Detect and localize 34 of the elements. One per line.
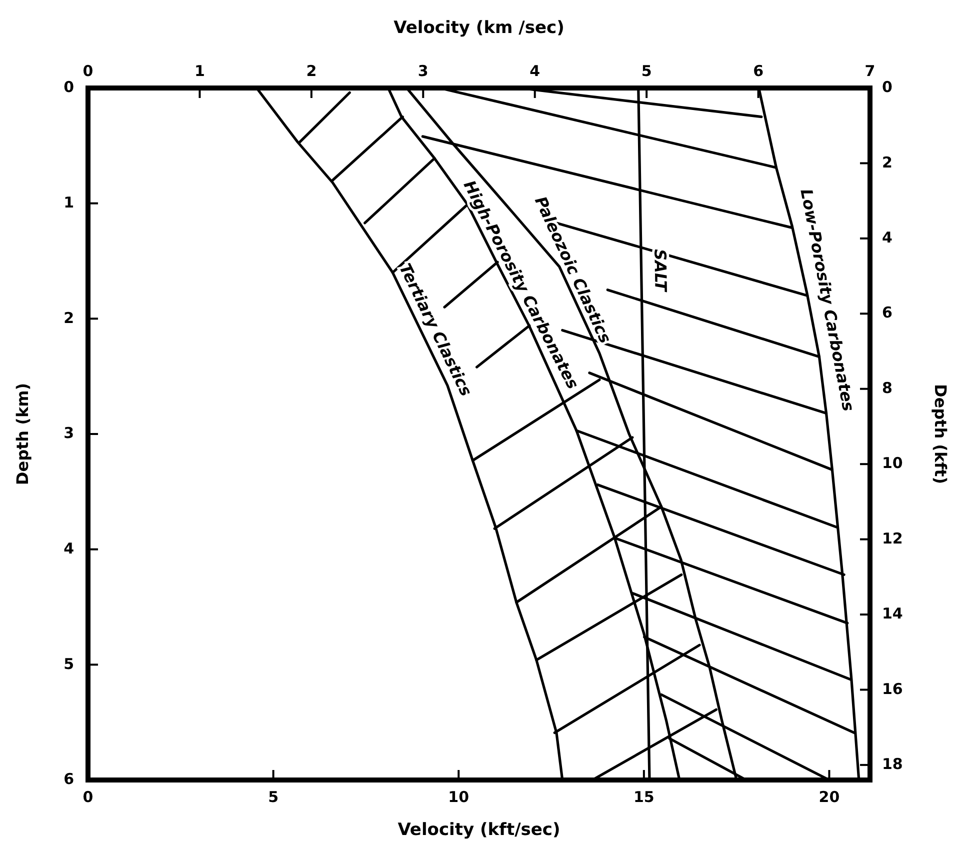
y-tick-label: 4: [64, 539, 74, 558]
y2-tick-label: 12: [882, 529, 903, 548]
x-tick-label: 0: [82, 788, 94, 806]
x2-tick-label: 0: [82, 62, 94, 80]
x-tick-label: 5: [268, 788, 279, 806]
y2-tick-label: 16: [882, 680, 903, 698]
y-tick-label: 1: [64, 193, 74, 212]
y2-axis-title: Depth (kft): [931, 384, 950, 484]
y2-tick-label: 4: [882, 228, 892, 247]
x2-tick-label: 5: [641, 62, 652, 80]
x-axis-title: Velocity (kft/sec): [398, 820, 560, 840]
y2-tick-label: 0: [882, 78, 892, 96]
y2-tick-label: 2: [882, 153, 892, 172]
x2-tick-label: 2: [306, 62, 317, 80]
y-axis-title: Depth (km): [13, 382, 32, 486]
x2-tick-label: 6: [753, 62, 764, 80]
x2-tick-label: 4: [530, 62, 540, 80]
x-tick-label: 15: [633, 788, 654, 806]
x-tick-label: 20: [818, 788, 840, 806]
y-tick-label: 6: [64, 770, 74, 788]
y2-tick-label: 14: [882, 604, 903, 623]
y2-tick-label: 10: [882, 454, 903, 472]
y2-tick-label: 8: [882, 378, 892, 397]
y-tick-label: 3: [64, 424, 74, 442]
x2-tick-label: 7: [864, 62, 876, 80]
y-tick-label: 2: [64, 308, 74, 327]
x2-axis-title: Velocity (km /sec): [394, 18, 564, 38]
y2-tick-label: 6: [882, 304, 892, 322]
x2-tick-label: 3: [418, 62, 428, 80]
y-tick-label: 5: [64, 654, 74, 673]
x-tick-label: 10: [448, 788, 470, 806]
x2-tick-label: 1: [194, 62, 205, 80]
y2-tick-label: 18: [882, 755, 903, 774]
y-tick-label: 0: [64, 78, 74, 96]
